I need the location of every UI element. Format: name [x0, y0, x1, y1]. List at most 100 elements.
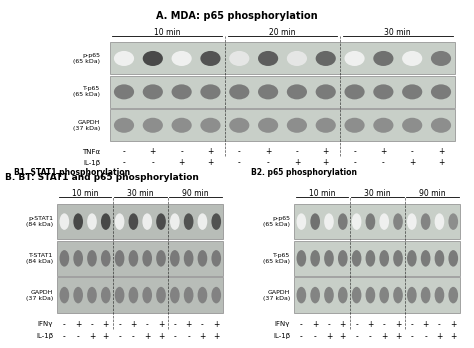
Ellipse shape — [345, 51, 365, 66]
Ellipse shape — [287, 51, 307, 66]
Text: IL-1β: IL-1β — [83, 160, 100, 166]
Text: A. MDA: p65 phosphorylation: A. MDA: p65 phosphorylation — [156, 11, 318, 21]
Ellipse shape — [60, 287, 69, 303]
Text: TNFα: TNFα — [82, 149, 100, 155]
Ellipse shape — [128, 287, 138, 303]
Text: +: + — [450, 332, 456, 341]
Ellipse shape — [60, 250, 69, 267]
Text: -: - — [424, 332, 427, 341]
Text: +: + — [322, 158, 329, 167]
Ellipse shape — [324, 213, 334, 230]
Text: -: - — [173, 320, 176, 329]
Ellipse shape — [345, 118, 365, 133]
Text: -: - — [300, 332, 303, 341]
Ellipse shape — [435, 250, 444, 267]
Text: 10 min: 10 min — [154, 28, 181, 37]
Text: +: + — [102, 332, 109, 341]
Ellipse shape — [316, 51, 336, 66]
Ellipse shape — [211, 287, 221, 303]
Ellipse shape — [352, 250, 361, 267]
Ellipse shape — [142, 213, 152, 230]
Text: T-STAT1
(84 kDa): T-STAT1 (84 kDa) — [26, 253, 53, 264]
Ellipse shape — [87, 250, 97, 267]
Ellipse shape — [379, 287, 389, 303]
Ellipse shape — [142, 250, 152, 267]
Ellipse shape — [448, 287, 458, 303]
Ellipse shape — [402, 118, 422, 133]
Text: +: + — [150, 147, 156, 156]
Text: -: - — [355, 332, 358, 341]
Ellipse shape — [287, 118, 307, 133]
Text: -: - — [118, 320, 121, 329]
Text: -: - — [118, 332, 121, 341]
Text: +: + — [158, 320, 164, 329]
Ellipse shape — [101, 250, 110, 267]
Text: +: + — [130, 320, 137, 329]
Ellipse shape — [170, 213, 180, 230]
Text: IFNγ: IFNγ — [275, 321, 290, 327]
Text: IL-1β: IL-1β — [36, 333, 53, 339]
Text: p-p65
(65 kDa): p-p65 (65 kDa) — [263, 216, 290, 227]
Text: GAPDH
(37 kDa): GAPDH (37 kDa) — [26, 290, 53, 301]
Ellipse shape — [352, 213, 361, 230]
Ellipse shape — [379, 213, 389, 230]
Ellipse shape — [431, 51, 451, 66]
Text: +: + — [395, 320, 401, 329]
Ellipse shape — [101, 287, 110, 303]
Ellipse shape — [421, 213, 430, 230]
Ellipse shape — [101, 213, 110, 230]
Text: -: - — [63, 320, 66, 329]
Ellipse shape — [73, 250, 83, 267]
Text: -: - — [328, 320, 330, 329]
Ellipse shape — [402, 84, 422, 100]
Text: +: + — [422, 320, 429, 329]
Ellipse shape — [448, 213, 458, 230]
Ellipse shape — [211, 213, 221, 230]
Text: +: + — [102, 320, 109, 329]
FancyBboxPatch shape — [109, 42, 456, 74]
Ellipse shape — [201, 84, 220, 100]
Text: -: - — [201, 320, 204, 329]
Text: +: + — [339, 332, 346, 341]
Text: -: - — [410, 320, 413, 329]
Text: +: + — [207, 147, 214, 156]
Text: IFNγ: IFNγ — [38, 321, 53, 327]
Ellipse shape — [310, 250, 320, 267]
Ellipse shape — [172, 118, 191, 133]
Ellipse shape — [115, 287, 124, 303]
Ellipse shape — [184, 287, 193, 303]
Ellipse shape — [128, 250, 138, 267]
Ellipse shape — [198, 213, 207, 230]
Ellipse shape — [310, 287, 320, 303]
Ellipse shape — [73, 287, 83, 303]
Text: B2. p65 phosphorylation: B2. p65 phosphorylation — [251, 168, 357, 177]
Text: 30 min: 30 min — [364, 189, 391, 198]
FancyBboxPatch shape — [294, 204, 460, 239]
Text: 30 min: 30 min — [127, 189, 154, 198]
Text: -: - — [411, 147, 414, 156]
Text: IL-1β: IL-1β — [273, 333, 290, 339]
Ellipse shape — [198, 287, 207, 303]
Text: p-p65
(65 kDa): p-p65 (65 kDa) — [73, 53, 100, 64]
Text: -: - — [267, 158, 270, 167]
Text: -: - — [353, 158, 356, 167]
Text: -: - — [146, 320, 148, 329]
Text: -: - — [238, 147, 241, 156]
Text: +: + — [144, 332, 150, 341]
Text: -: - — [123, 158, 126, 167]
Ellipse shape — [407, 250, 417, 267]
Ellipse shape — [128, 213, 138, 230]
Ellipse shape — [211, 250, 221, 267]
Ellipse shape — [143, 118, 163, 133]
Text: +: + — [178, 158, 185, 167]
Text: +: + — [380, 147, 387, 156]
Ellipse shape — [310, 213, 320, 230]
Text: +: + — [89, 332, 95, 341]
Text: +: + — [395, 332, 401, 341]
Text: B1. STAT1 phosphorylation: B1. STAT1 phosphorylation — [14, 168, 130, 177]
Ellipse shape — [115, 250, 124, 267]
Ellipse shape — [393, 213, 403, 230]
Ellipse shape — [229, 51, 249, 66]
Ellipse shape — [73, 213, 83, 230]
FancyBboxPatch shape — [294, 277, 460, 313]
